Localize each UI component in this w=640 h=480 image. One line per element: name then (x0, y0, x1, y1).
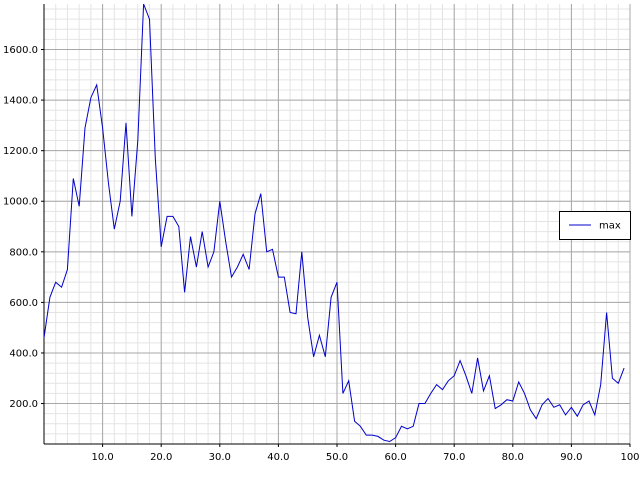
y-tick-label: 1200.0 (3, 146, 38, 157)
x-tick-label: 100 (620, 452, 639, 463)
series-layer (43, 3, 625, 443)
x-tick-label: 60.0 (384, 452, 406, 463)
y-tick-label: 400.0 (9, 348, 38, 359)
x-tick-label: 10.0 (91, 452, 113, 463)
x-tick-label: 90.0 (560, 452, 582, 463)
y-tick-label: 600.0 (9, 298, 38, 309)
tick-labels: 10.0 20.0 30.0 40.0 50.0 60.0 70.0 80.0 90.0 100 2… (3, 45, 640, 463)
y-tick-label: 800.0 (9, 247, 38, 258)
x-tick-label: 30.0 (209, 452, 231, 463)
axes (41, 4, 631, 447)
major-grid (44, 4, 631, 444)
legend-label-max: max (599, 221, 621, 232)
y-tick-label: 200.0 (9, 399, 38, 410)
y-tick-label: 1000.0 (3, 197, 38, 208)
x-tick-label: 70.0 (443, 452, 465, 463)
series-line-max (43, 3, 625, 443)
y-tick-label: 1600.0 (3, 45, 38, 56)
x-tick-label: 80.0 (502, 452, 524, 463)
x-tick-label: 40.0 (267, 452, 289, 463)
x-tick-label: 50.0 (326, 452, 348, 463)
y-tick-label: 1400.0 (3, 96, 38, 107)
x-tick-label: 20.0 (150, 452, 172, 463)
legend: max (559, 211, 631, 240)
